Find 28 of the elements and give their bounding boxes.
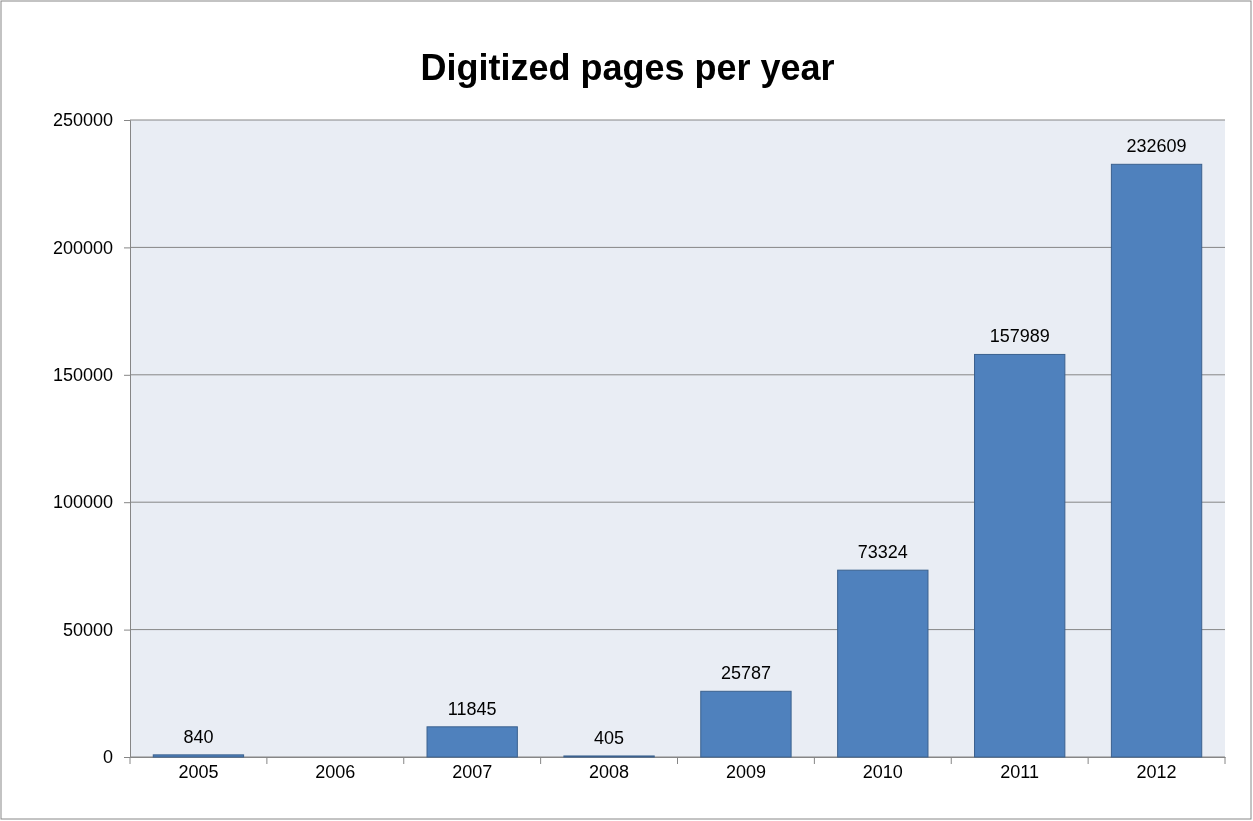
chart-title: Digitized pages per year — [420, 47, 835, 88]
data-label: 405 — [594, 727, 625, 748]
y-tick-label: 250000 — [52, 110, 113, 131]
bar — [700, 690, 792, 758]
y-tick-label: 50000 — [62, 619, 113, 640]
data-label: 73324 — [857, 542, 908, 563]
x-tick-label: 2010 — [862, 762, 903, 782]
bar — [974, 353, 1066, 758]
data-label: 157989 — [989, 326, 1050, 347]
data-label: 25787 — [720, 663, 771, 684]
x-tick-label: 2005 — [178, 762, 219, 782]
data-label: 11845 — [447, 698, 497, 719]
y-tick-label: 150000 — [52, 365, 113, 386]
x-tick-label: 2006 — [315, 762, 356, 782]
x-tick-label: 2011 — [1000, 762, 1040, 782]
bar — [1110, 163, 1203, 758]
x-tick-label: 2008 — [589, 762, 630, 782]
x-tick-label: 2009 — [725, 762, 766, 782]
y-tick-label: 0 — [102, 747, 113, 768]
x-tick-label: 2007 — [452, 762, 493, 782]
data-label: 232609 — [1126, 136, 1187, 157]
bar — [426, 726, 518, 758]
y-tick-label: 100000 — [52, 492, 113, 513]
bar — [152, 754, 245, 758]
x-tick-label: 2012 — [1136, 762, 1177, 782]
y-tick-label: 200000 — [52, 237, 113, 258]
data-label: 840 — [183, 726, 214, 747]
bar — [837, 569, 929, 758]
